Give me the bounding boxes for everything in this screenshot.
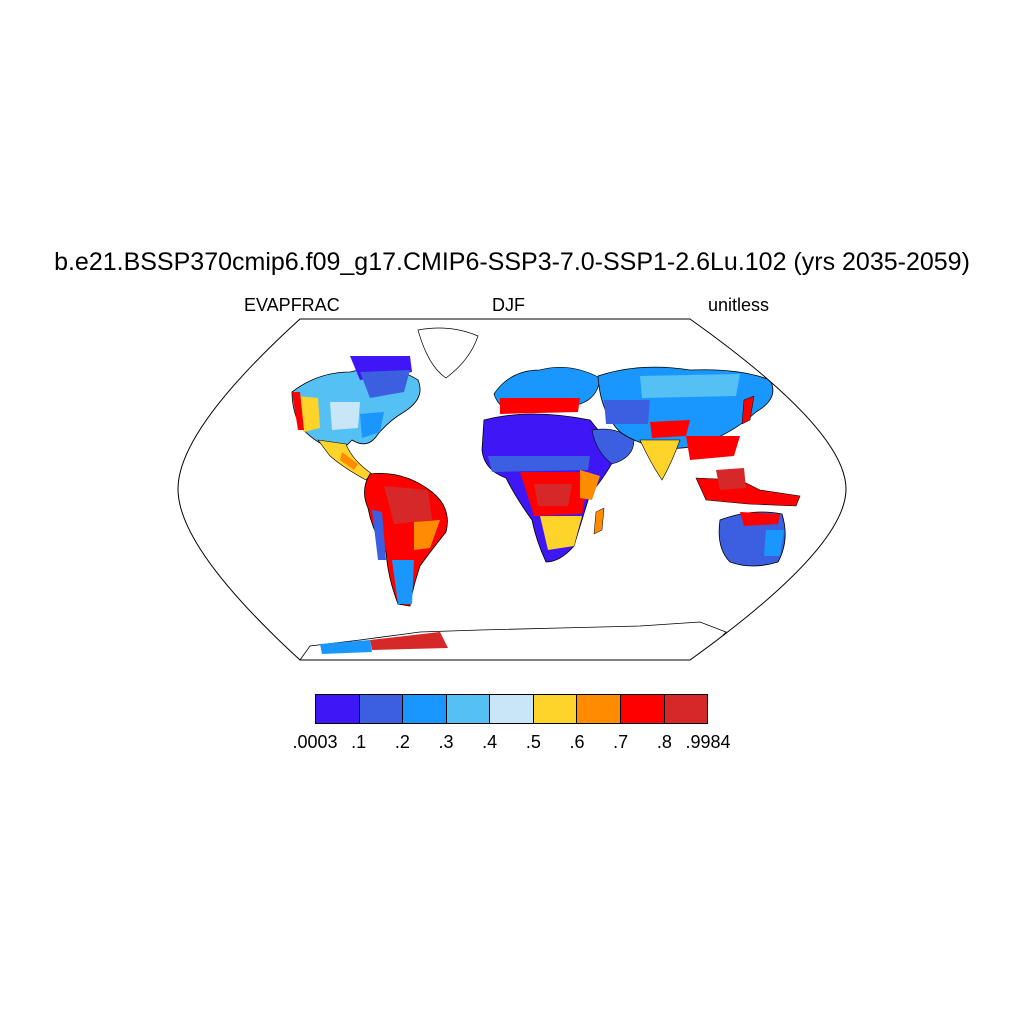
- brazil-east-land: [414, 520, 440, 550]
- colorbar-box-6: [577, 695, 621, 723]
- colorbar-label-3: .3: [438, 732, 454, 752]
- canada-mixed-land: [360, 370, 410, 398]
- globe-outline: [177, 318, 847, 661]
- tibet-land: [650, 420, 690, 438]
- sahel-land: [488, 456, 590, 472]
- variable-label: EVAPFRAC: [244, 295, 340, 315]
- japan-land: [741, 395, 755, 425]
- central-america-land: [340, 452, 358, 470]
- colorbar-label-4: .4: [482, 732, 498, 752]
- colorbar-box-5: [533, 695, 578, 723]
- india-land: [639, 439, 681, 481]
- season-label: DJF: [492, 295, 525, 315]
- colorbar-label-9: .9984: [685, 732, 731, 752]
- colorbar-box-7: [620, 695, 665, 723]
- colorbar-label-8: .8: [656, 732, 672, 752]
- new-zealand-land: [793, 565, 823, 591]
- colorbar-label-0: .0003: [292, 732, 338, 752]
- north-australia-land: [740, 512, 780, 526]
- southeast-us-land: [360, 412, 384, 438]
- colorbar-labels: .0003 .1 .2 .3 .4 .5 .6 .7 .8 .9984: [0, 732, 1024, 756]
- colorbar-box-8: [664, 695, 708, 723]
- colorbar-box-2: [403, 695, 447, 723]
- antarctic-coast-land: [320, 640, 372, 654]
- congo-core-land: [534, 484, 572, 506]
- colorbar-label-5: .5: [525, 732, 541, 752]
- pacific-coast-land: [292, 392, 304, 430]
- us-plains-land: [330, 402, 360, 430]
- east-australia-land: [764, 530, 784, 556]
- colorbar-label-2: .2: [394, 732, 410, 752]
- andes-dry-land: [372, 510, 386, 560]
- colorbar-box-4: [490, 695, 534, 723]
- colorbar-box-1: [359, 695, 404, 723]
- siberia-land: [640, 374, 740, 398]
- colorbar-label-7: .7: [613, 732, 629, 752]
- colorbar-box-3: [446, 695, 491, 723]
- colorbar-label-6: .6: [569, 732, 585, 752]
- colorbar-box-0: [316, 695, 360, 723]
- arabia-land: [591, 428, 635, 465]
- indonesia-land: [695, 477, 801, 507]
- greenland-land: [417, 327, 479, 379]
- colorbar-label-1: .1: [351, 732, 367, 752]
- antarctic-peninsula-land: [370, 632, 448, 650]
- amazon-core-land: [384, 486, 432, 524]
- units-label: unitless: [708, 295, 770, 315]
- patagonia-land: [392, 560, 414, 604]
- east-africa-land: [580, 470, 600, 500]
- chart-title: b.e21.BSSP370cmip6.f09_g17.CMIP6-SSP3-7.…: [54, 248, 970, 276]
- central-asia-land: [604, 400, 650, 424]
- mediterranean-land: [500, 398, 580, 414]
- southeast-asia-land: [686, 436, 740, 460]
- colorbar: [315, 694, 708, 724]
- madagascar-land: [593, 507, 605, 535]
- borneo-land: [716, 468, 746, 490]
- southern-africa-land: [540, 516, 582, 550]
